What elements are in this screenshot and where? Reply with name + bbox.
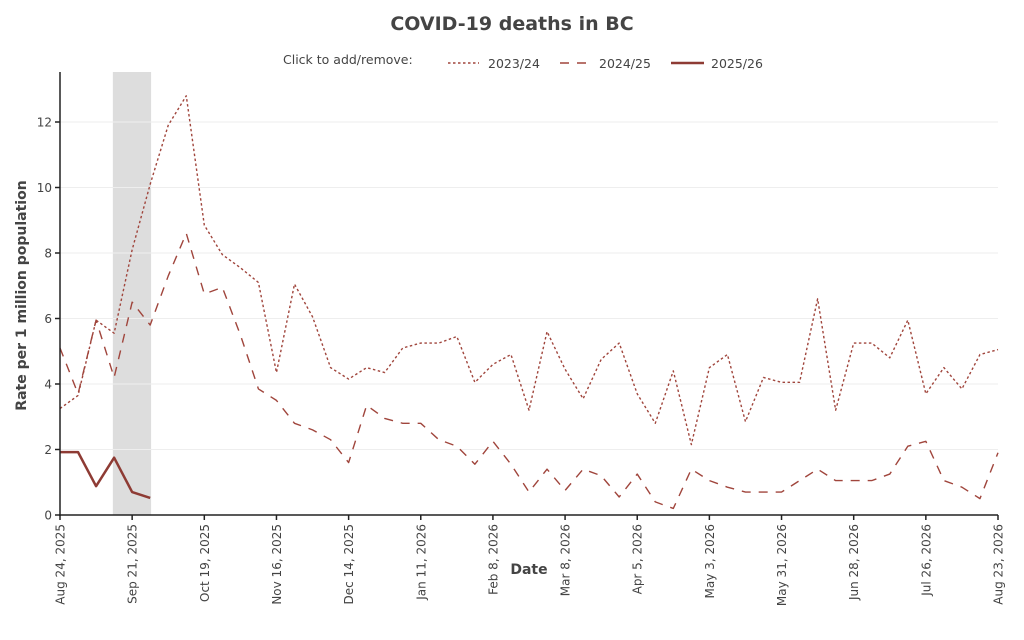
x-tick-label: Jan 11, 2026 [414, 524, 428, 601]
y-tick-label: 10 [37, 181, 52, 195]
gridlines [60, 121, 998, 450]
legend-item-2024-25[interactable]: 2024/25 [560, 56, 651, 71]
legend-prefix: Click to add/remove: [283, 52, 413, 67]
y-tick-label: 8 [44, 247, 52, 261]
x-axis-title: Date [510, 562, 547, 578]
x-tick-label: Feb 8, 2026 [486, 524, 500, 595]
series-line-2024-25[interactable] [59, 232, 999, 510]
highlight-band [112, 72, 152, 515]
series-line-2023-24[interactable] [59, 95, 999, 446]
y-tick-label: 2 [44, 443, 52, 457]
x-tick-label: Dec 14, 2025 [342, 524, 356, 604]
x-tick-label: Apr 5, 2026 [631, 524, 645, 594]
x-tick-label: Aug 23, 2026 [992, 524, 1006, 605]
chart-title: COVID-19 deaths in BC [390, 13, 633, 35]
y-axis-title: Rate per 1 million population [14, 180, 30, 410]
y-tick-label: 0 [44, 509, 52, 523]
x-tick-label: Jun 28, 2026 [847, 524, 861, 601]
legend-item-2023-24[interactable]: 2023/24 [448, 56, 540, 71]
y-tick-label: 6 [44, 312, 52, 326]
x-axis-ticks: Aug 24, 2025 Sep 21, 2025 Oct 19, 2025 Nov … [54, 515, 1006, 606]
legend: Click to add/remove: 2023/24 2024/25 202… [283, 52, 763, 71]
y-tick-label: 12 [37, 116, 52, 130]
legend-label-2024-25: 2024/25 [599, 56, 651, 71]
legend-item-2025-26[interactable]: 2025/26 [671, 56, 763, 71]
x-tick-label: Oct 19, 2025 [198, 524, 212, 602]
x-tick-label: Aug 24, 2025 [54, 524, 68, 605]
series-line-2025-26[interactable] [60, 450, 151, 500]
y-tick-label: 4 [44, 378, 52, 392]
x-tick-label: May 31, 2026 [775, 524, 789, 606]
x-tick-label: Jul 26, 2026 [919, 524, 933, 597]
legend-label-2025-26: 2025/26 [711, 56, 763, 71]
x-tick-label: Nov 16, 2025 [270, 524, 284, 605]
x-tick-label: Sep 21, 2025 [126, 524, 140, 604]
y-axis-ticks: 0 2 4 6 8 10 12 [37, 116, 60, 523]
series-lines [59, 95, 999, 510]
legend-label-2023-24: 2023/24 [488, 56, 540, 71]
x-tick-label: Mar 8, 2026 [559, 524, 573, 596]
x-tick-label: May 3, 2026 [703, 524, 717, 598]
axes [59, 72, 998, 516]
